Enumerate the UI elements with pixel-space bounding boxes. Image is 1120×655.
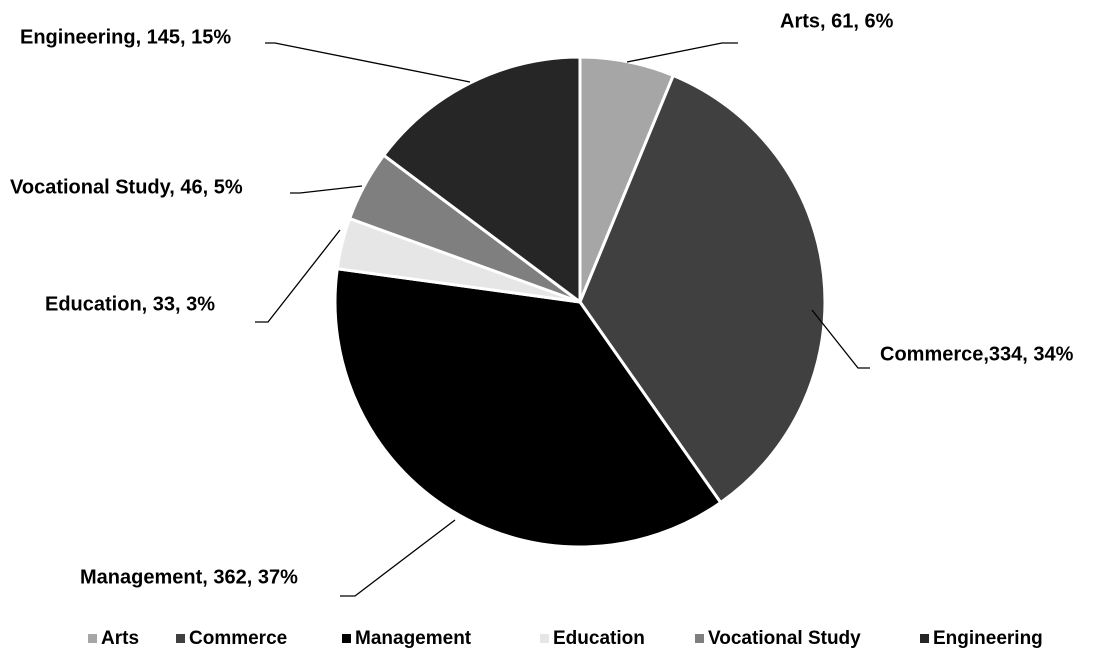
pie-slice [381,55,582,305]
leader-line [255,229,341,323]
legend-label: Arts [101,628,139,649]
legend-label: Commerce [189,628,287,649]
legend-swatch [88,634,97,643]
legend-label: Vocational Study [708,628,861,649]
data-label: Arts, 61, 6% [780,10,894,32]
leader-line [811,309,870,369]
pie-slice [333,267,723,549]
leader-line [290,185,363,194]
leader-line [626,42,738,63]
legend-label: Engineering [933,628,1043,649]
data-label: Management, 362, 37% [80,566,298,588]
pie-slice [578,73,827,505]
legend-label: Education [553,628,645,649]
legend-swatch [540,634,549,643]
legend-label: Management [355,628,472,649]
data-label: Vocational Study, 46, 5% [10,176,243,198]
leader-line [265,42,471,83]
legend-swatch [920,634,929,643]
data-label: Engineering, 145, 15% [20,26,231,48]
data-label: Commerce,334, 34% [880,343,1074,365]
legend-swatch [176,634,185,643]
legend-swatch [695,634,704,643]
leader-line [340,519,456,597]
legend-swatch [342,634,351,643]
data-label: Education, 33, 3% [45,293,215,315]
